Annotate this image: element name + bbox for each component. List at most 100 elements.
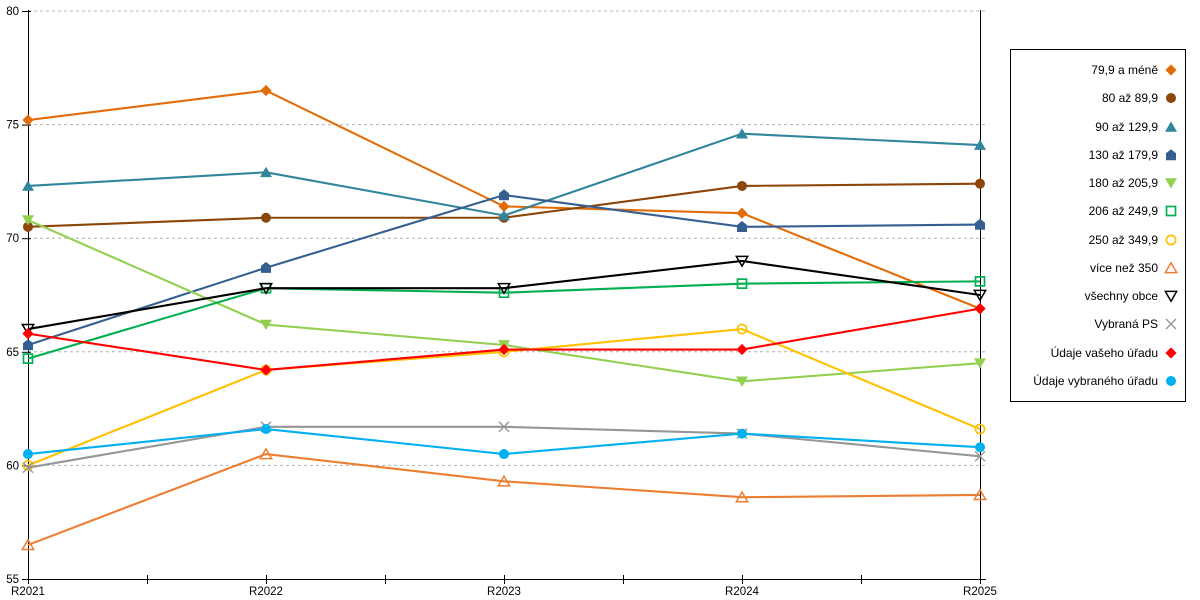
series-line — [27, 425, 981, 469]
filled-circle-icon — [975, 442, 985, 453]
open-square-icon — [22, 353, 34, 364]
legend-item-label: 130 až 179,9 — [1088, 147, 1158, 162]
open-triangle-up-icon — [20, 538, 36, 551]
chart-legend: 79,9 a méně 80 až 89,9 90 až 129,9 130 a… — [1010, 49, 1186, 402]
filled-diamond-icon — [498, 343, 510, 356]
filled-triangle-up-icon — [498, 209, 510, 221]
filled-diamond-icon — [736, 207, 748, 219]
x-axis-tick-label: R2021 — [11, 586, 45, 598]
filled-triangle-up-icon — [974, 139, 986, 150]
filled-circle-icon — [261, 424, 271, 435]
x-cross-icon — [498, 421, 510, 433]
filled-circle-icon — [1166, 375, 1176, 386]
legend-item: 180 až 205,9 — [1011, 176, 1185, 190]
open-triangle-down-icon — [734, 255, 750, 268]
legend-item: 80 až 89,9 — [1011, 91, 1185, 105]
filled-diamond-icon — [1165, 347, 1177, 359]
open-square-icon — [974, 276, 986, 287]
legend-item: 79,9 a méně — [1011, 63, 1185, 77]
x-cross-icon — [1165, 318, 1177, 330]
filled-triangle-down-icon — [22, 215, 34, 226]
filled-diamond-icon — [736, 343, 748, 356]
y-axis-tick-label: 75 — [6, 120, 19, 132]
legend-item-label: všechny obce — [1084, 289, 1158, 304]
x-axis-tick-label: R2025 — [963, 586, 997, 598]
filled-pentagon-icon — [23, 339, 33, 351]
filled-pentagon-icon — [1166, 149, 1176, 161]
filled-diamond-icon — [974, 303, 986, 315]
y-axis-tick-label: 70 — [6, 233, 19, 245]
legend-marker — [1164, 290, 1178, 303]
open-triangle-down-icon — [1164, 290, 1178, 303]
legend-item-label: 80 až 89,9 — [1101, 91, 1158, 106]
y-axis-tick-label: 65 — [6, 347, 19, 359]
legend-marker — [1166, 149, 1176, 161]
legend-marker — [1165, 347, 1177, 359]
legend-marker — [1165, 318, 1177, 330]
filled-triangle-down-icon — [1165, 178, 1177, 189]
filled-diamond-icon — [498, 200, 510, 212]
open-circle-icon — [974, 423, 986, 435]
legend-item-label: Vybraná PS — [1094, 317, 1158, 332]
series-line — [27, 307, 981, 372]
filled-pentagon-icon — [737, 221, 747, 233]
filled-triangle-up-icon — [1165, 121, 1177, 132]
open-square-icon — [1165, 206, 1177, 217]
legend-item: Údaje vašeho úřadu — [1011, 346, 1185, 360]
filled-circle-icon — [975, 178, 985, 189]
legend-item-label: 250 až 349,9 — [1088, 232, 1158, 247]
x-axis-tick-label: R2022 — [249, 586, 283, 598]
filled-triangle-down-icon — [974, 358, 986, 369]
filled-circle-icon — [23, 449, 33, 460]
legend-item-label: 180 až 205,9 — [1088, 176, 1158, 191]
filled-triangle-down-icon — [260, 319, 272, 331]
open-triangle-up-icon — [1164, 261, 1178, 274]
open-triangle-down-icon — [20, 323, 36, 336]
legend-item-label: Údaje vybraného úřadu — [1033, 373, 1158, 388]
filled-diamond-icon — [22, 328, 34, 340]
x-cross-icon — [22, 462, 34, 474]
open-triangle-down-icon — [496, 282, 512, 295]
legend-marker — [1165, 64, 1177, 76]
legend-item-label: 79,9 a méně — [1091, 63, 1158, 78]
legend-item: 90 až 129,9 — [1011, 120, 1185, 134]
filled-pentagon-icon — [975, 218, 985, 230]
legend-item-label: 206 až 249,9 — [1088, 204, 1158, 219]
legend-item: Údaje vybraného úřadu — [1011, 374, 1185, 388]
open-circle-icon — [1165, 234, 1177, 246]
legend-marker — [1166, 93, 1176, 104]
legend-marker — [1166, 375, 1176, 386]
filled-triangle-up-icon — [736, 128, 748, 139]
filled-triangle-up-icon — [260, 166, 272, 178]
legend-item: 206 až 249,9 — [1011, 204, 1185, 218]
filled-circle-icon — [1166, 93, 1176, 104]
open-triangle-up-icon — [496, 474, 512, 487]
series-line — [27, 452, 981, 546]
legend-marker — [1165, 234, 1177, 246]
open-triangle-up-icon — [972, 488, 988, 501]
filled-circle-icon — [261, 212, 271, 223]
filled-pentagon-icon — [261, 261, 271, 273]
open-triangle-down-icon — [258, 282, 274, 295]
legend-item-label: 90 až 129,9 — [1095, 119, 1158, 134]
open-triangle-up-icon — [734, 490, 750, 503]
filled-diamond-icon — [260, 84, 272, 97]
filled-triangle-down-icon — [736, 376, 748, 387]
legend-item: více než 350 — [1011, 261, 1185, 275]
legend-item: Vybraná PS — [1011, 317, 1185, 331]
y-axis-tick-label: 80 — [6, 6, 19, 18]
filled-diamond-icon — [260, 364, 272, 376]
filled-circle-icon — [737, 428, 747, 439]
y-axis-tick-label: 55 — [6, 574, 19, 586]
open-square-icon — [736, 278, 748, 289]
x-axis-tick-label: R2024 — [725, 586, 759, 598]
legend-marker — [1164, 261, 1178, 274]
filled-circle-icon — [499, 449, 509, 460]
open-triangle-down-icon — [972, 289, 988, 302]
filled-pentagon-icon — [499, 189, 509, 201]
legend-item-label: Údaje vašeho úřadu — [1050, 345, 1158, 360]
x-cross-icon — [974, 450, 986, 462]
x-axis-tick-label: R2023 — [487, 586, 521, 598]
